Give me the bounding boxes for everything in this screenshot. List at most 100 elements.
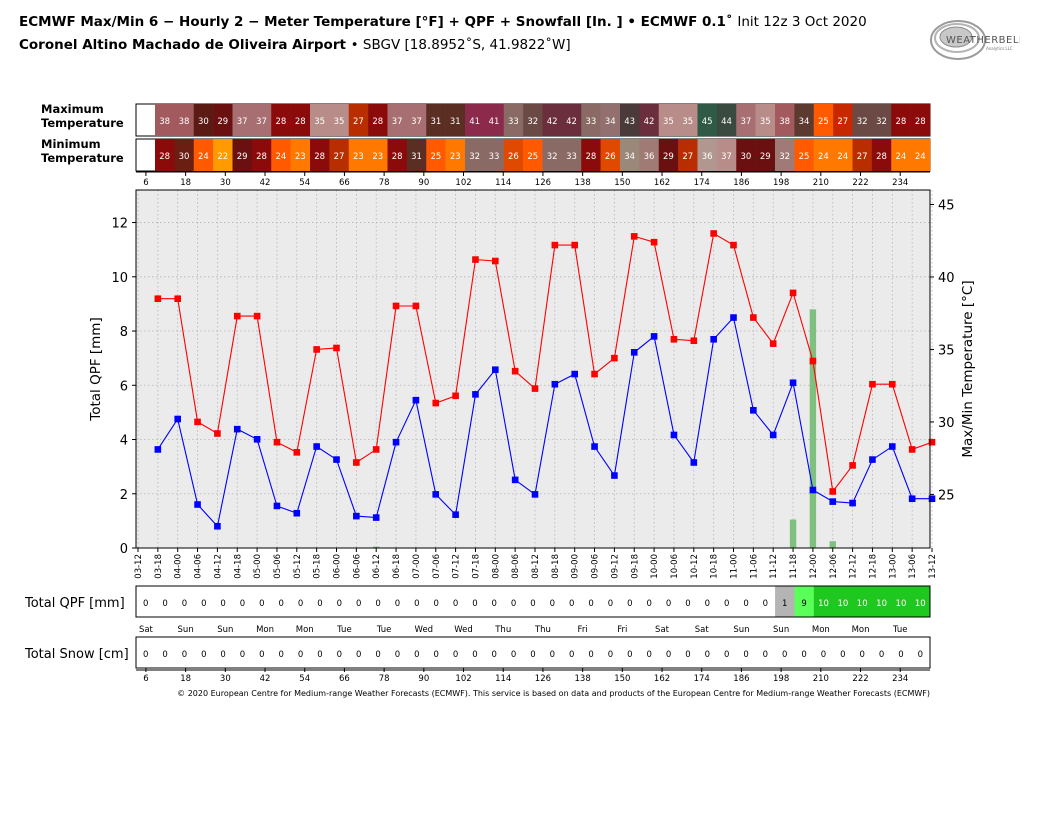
min-temp-point (174, 415, 181, 423)
hour-label-bottom: 126 (535, 674, 551, 684)
x-tick-label: 05-18 (313, 554, 323, 579)
min-temp-cell (174, 139, 195, 171)
hour-label-bottom: 186 (733, 674, 749, 684)
max-temp-value: 42 (644, 117, 655, 127)
qpf-total-value: 0 (395, 599, 400, 609)
snow-total-value: 0 (685, 650, 690, 660)
max-temp-value: 32 (527, 117, 538, 127)
hour-label-bottom: 198 (773, 674, 789, 684)
y2-tick-label: 40 (938, 271, 955, 286)
min-temp-value: 24 (276, 152, 287, 162)
qpf-total-value: 0 (162, 599, 167, 609)
max-temp-point (750, 314, 757, 321)
y-tick-label: 10 (111, 271, 128, 286)
hour-label-bottom: 18 (180, 674, 191, 684)
qpf-total-cell (891, 586, 911, 617)
snow-total-value: 0 (492, 650, 497, 660)
snow-total-value: 0 (550, 650, 555, 660)
snow-total-value: 0 (724, 650, 729, 660)
x-tick-label: 06-18 (392, 554, 402, 579)
min-temp-cell (910, 139, 931, 171)
x-tick-label: 12-06 (829, 554, 839, 579)
hour-label: 126 (535, 178, 551, 188)
qpf-total-value: 10 (876, 599, 887, 609)
qpf-total-value: 0 (530, 599, 535, 609)
snow-total-value: 0 (898, 650, 903, 660)
hour-label-bottom: 222 (852, 674, 868, 684)
min-temp-point (531, 491, 539, 498)
min-temp-cell (290, 139, 311, 171)
y2-tick-label: 35 (938, 343, 955, 358)
snow-total-value: 0 (918, 650, 923, 660)
max-temp-point (273, 438, 281, 446)
x-tick-label: 11-00 (730, 554, 740, 579)
min-temp-value: 36 (644, 152, 655, 162)
snow-total-value: 0 (259, 650, 264, 660)
max-temp-value: 35 (682, 117, 693, 127)
min-temp-value: 28 (876, 152, 887, 162)
hour-label-bottom: 114 (495, 674, 511, 684)
max-temp-cell (271, 104, 291, 136)
max-temp-cell (251, 104, 272, 136)
hour-label: 102 (455, 178, 471, 188)
snow-total-value: 0 (821, 650, 826, 660)
snow-total-band (135, 636, 931, 669)
max-temp-point (214, 430, 221, 437)
qpf-total-value: 0 (492, 599, 497, 609)
snow-total-value: 0 (298, 650, 303, 660)
snow-total-value: 0 (162, 650, 167, 660)
snow-total-value: 0 (860, 650, 865, 660)
x-tick-label: 12-00 (809, 554, 819, 579)
max-temp-cell (484, 104, 505, 136)
min-temp-line (157, 316, 932, 528)
max-temp-value: 43 (624, 117, 635, 127)
qpf-total-cell (794, 586, 815, 617)
qpf-total-value: 0 (550, 599, 555, 609)
qpf-total-cell (833, 586, 853, 617)
snow-total-value: 0 (414, 650, 419, 660)
max-temp-cell (620, 104, 640, 136)
max-temp-point (412, 302, 420, 310)
min-temp-point (829, 498, 837, 505)
max-temp-cell (871, 104, 892, 136)
min-temp-value: 24 (896, 152, 907, 162)
max-temp-point (531, 385, 539, 392)
qpf-total-value: 0 (724, 599, 729, 609)
min-temp-point (392, 438, 400, 446)
min-temp-cell (813, 139, 834, 171)
qpf-total-value: 0 (685, 599, 690, 609)
x-tick-label: 13-06 (908, 554, 918, 579)
x-tick-label: 09-12 (610, 554, 620, 579)
hour-label: 138 (575, 178, 591, 188)
max-temp-cell (155, 104, 175, 136)
y2-tick-label: 45 (938, 198, 955, 213)
max-temp-point (511, 367, 519, 375)
min-temp-value: 28 (392, 152, 403, 162)
hour-label-bottom: 210 (813, 674, 829, 684)
qpf-total-value: 0 (666, 599, 671, 609)
y-tick-label: 4 (120, 434, 128, 449)
day-label: Sun (733, 625, 749, 635)
min-temp-point (591, 443, 598, 450)
snow-total-value: 0 (337, 650, 342, 660)
snow-total-value: 0 (240, 650, 245, 660)
min-temp-value: 23 (295, 152, 306, 162)
max-temp-value: 32 (876, 117, 887, 127)
qpf-total-value: 0 (240, 599, 245, 609)
hour-label-bottom: 90 (418, 674, 429, 684)
max-temp-cell (503, 104, 524, 136)
y2-axis-title: Max/Min Temperature [°C] (960, 280, 976, 457)
snow-total-value: 0 (627, 650, 632, 660)
max-temp-cell (542, 104, 563, 136)
qpf-total-value: 0 (337, 599, 342, 609)
max-temp-point (650, 238, 658, 246)
plot-frame (135, 189, 931, 549)
qpf-total-value: 0 (201, 599, 206, 609)
min-temp-value: 32 (779, 152, 790, 162)
max-temp-cell (368, 104, 388, 136)
min-temp-value: 32 (469, 152, 480, 162)
qpf-bar (829, 541, 836, 548)
max-temp-point (253, 312, 261, 320)
min-temp-point (670, 431, 678, 439)
min-temp-cell (755, 139, 776, 171)
